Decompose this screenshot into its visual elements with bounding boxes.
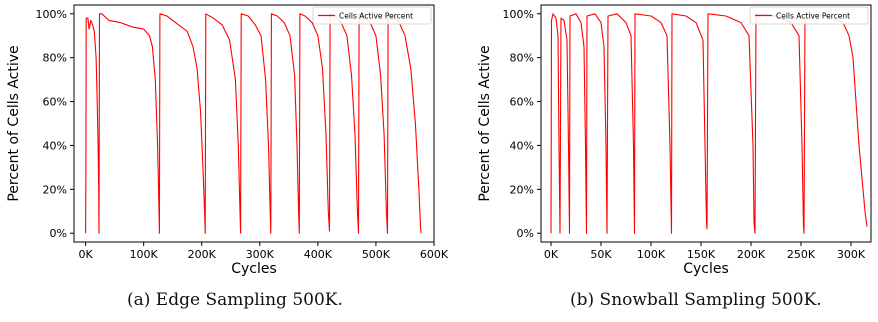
y-tick-label: 80% bbox=[43, 52, 67, 65]
x-tick-label: 0K bbox=[544, 248, 559, 261]
x-tick-label: 600K bbox=[420, 248, 449, 261]
legend-label: Cells Active Percent bbox=[339, 12, 413, 21]
x-axis-label: Cycles bbox=[683, 261, 729, 277]
y-tick-label: 100% bbox=[503, 8, 534, 21]
plot-frame bbox=[540, 4, 872, 243]
x-tick-label: 400K bbox=[304, 248, 333, 261]
series-line-0 bbox=[550, 13, 868, 234]
x-tick-label: 150K bbox=[687, 248, 716, 261]
y-tick-label: 60% bbox=[510, 96, 534, 109]
y-tick-label: 0% bbox=[50, 227, 67, 240]
legend: Cells Active Percent bbox=[312, 6, 432, 25]
x-tick-label: 100K bbox=[130, 248, 159, 261]
plot-frame bbox=[73, 4, 435, 243]
y-axis-label: Percent of Cells Active bbox=[477, 45, 493, 201]
legend: Cells Active Percent bbox=[749, 6, 869, 25]
x-tick-label: 100K bbox=[637, 248, 666, 261]
y-tick-label: 100% bbox=[36, 8, 67, 21]
x-tick-label: 300K bbox=[246, 248, 275, 261]
y-axis-label: Percent of Cells Active bbox=[6, 45, 22, 201]
chart-panel-a: 0% 20% 40% 60% 80% 100% 0K 100K 200K 300K 400K 500K… bbox=[6, 4, 449, 277]
x-tick-label: 0K bbox=[79, 248, 94, 261]
x-tick-label: 300K bbox=[837, 248, 866, 261]
y-tick-label: 80% bbox=[510, 52, 534, 65]
y-tick-label: 0% bbox=[517, 227, 534, 240]
y-tick-label: 40% bbox=[43, 139, 67, 152]
caption-edge-sampling: (a) Edge Sampling 500K. bbox=[127, 290, 343, 310]
x-tick-label: 200K bbox=[737, 248, 766, 261]
x-tick-label: 500K bbox=[362, 248, 391, 261]
y-tick-label: 20% bbox=[43, 183, 67, 196]
series-line-0 bbox=[85, 13, 422, 234]
legend-box bbox=[312, 6, 432, 25]
legend-label: Cells Active Percent bbox=[776, 12, 850, 21]
y-tick-label: 60% bbox=[43, 96, 67, 109]
y-tick-label: 20% bbox=[510, 183, 534, 196]
x-tick-label: 50K bbox=[590, 248, 612, 261]
x-tick-label: 250K bbox=[787, 248, 816, 261]
legend-box bbox=[749, 6, 869, 25]
caption-snowball-sampling: (b) Snowball Sampling 500K. bbox=[570, 290, 822, 310]
x-axis-label: Cycles bbox=[231, 261, 277, 277]
y-tick-label: 40% bbox=[510, 139, 534, 152]
x-tick-label: 200K bbox=[188, 248, 217, 261]
chart-panel-b: 0% 20% 40% 60% 80% 100% 0K 50K 100K 150K 200K 250K 3… bbox=[477, 4, 872, 277]
